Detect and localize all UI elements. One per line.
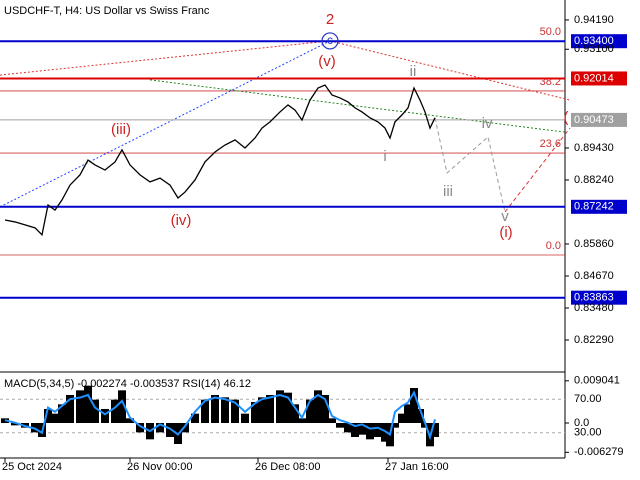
wave-label: 2: [326, 11, 334, 28]
macd-bar: [91, 399, 99, 423]
x-tick-label: 26 Nov 00:00: [127, 461, 192, 473]
macd-bar: [366, 423, 374, 440]
macd-bar: [84, 385, 92, 423]
macd-bar: [241, 413, 249, 423]
macd-bar: [298, 418, 306, 423]
wave-label: iv: [482, 115, 493, 132]
macd-bar: [44, 409, 52, 423]
macd-bar: [111, 399, 119, 423]
macd-bar: [284, 392, 292, 423]
y-tick-label: 0.0: [574, 417, 589, 429]
macd-bar: [118, 390, 126, 423]
level-label: 0.87242: [574, 201, 614, 213]
macd-bar: [66, 395, 74, 423]
indicator-title: MACD(5,34,5) -0.002274 -0.003537 RSI(14)…: [4, 378, 251, 390]
macd-bar: [398, 413, 406, 423]
trendline: [0, 40, 331, 208]
wave-label: (: [564, 109, 569, 126]
fib-label: 50.0: [540, 26, 561, 38]
wave-label: (iii): [111, 121, 131, 138]
level-box: [571, 34, 627, 49]
macd-bar: [166, 423, 174, 437]
level-label: 0.92014: [574, 72, 614, 84]
macd-bar: [231, 399, 239, 423]
wave-label: (iv): [171, 212, 192, 229]
y-tick-label: 0.009041: [574, 375, 620, 387]
chart-title: USDCHF-T, H4: US Dollar vs Swiss Franc: [4, 5, 210, 17]
wave-label: (i): [499, 224, 512, 241]
wave-label: (v): [318, 53, 336, 70]
macd-bar: [191, 413, 199, 423]
y-tick-label: 0.88240: [574, 174, 614, 186]
macd-bar: [126, 418, 134, 423]
y-tick-label: 0.94190: [574, 14, 614, 26]
trendline: [149, 79, 566, 133]
macd-bar: [391, 423, 399, 428]
macd-bar: [156, 423, 164, 433]
trendline: [434, 117, 506, 213]
y-tick-label: 0.89430: [574, 142, 614, 154]
level-box: [571, 199, 627, 214]
fib-label: 23.6: [540, 138, 561, 150]
wave-label: iii: [443, 183, 453, 200]
macd-bar: [211, 395, 219, 423]
macd-bar: [276, 390, 284, 423]
macd-bar: [404, 404, 412, 423]
macd-bar: [51, 413, 59, 423]
level-label: 0.93400: [574, 35, 614, 47]
macd-bar: [58, 404, 66, 423]
macd-bar: [291, 404, 299, 423]
level-label: 0.90473: [574, 114, 614, 126]
macd-bar: [336, 423, 344, 428]
macd-bar: [101, 409, 109, 423]
macd-bar: [431, 423, 439, 437]
macd-bar: [306, 399, 314, 423]
y-tick-label: 0.82290: [574, 334, 614, 346]
macd-bar: [410, 388, 418, 423]
level-label: 0.83863: [574, 292, 614, 304]
macd-bar: [266, 395, 274, 423]
y-tick-label: 0.83480: [574, 302, 614, 314]
y-tick-label: 0.93100: [574, 43, 614, 55]
macd-bar: [314, 390, 322, 423]
macd-bar: [358, 423, 366, 435]
y-tick-label: -0.006279: [574, 446, 624, 458]
macd-bar: [11, 423, 19, 426]
fib-label: 0.0: [546, 240, 561, 252]
macd-bar: [258, 397, 266, 423]
level-box: [571, 290, 627, 305]
macd-bar: [136, 423, 144, 433]
wave-circle: [321, 32, 339, 50]
level-box: [571, 112, 627, 127]
macd-bar: [351, 423, 359, 437]
price-line: [4, 84, 436, 237]
macd-bar: [344, 423, 352, 433]
wave-label: c: [327, 33, 333, 47]
wave-label: ii: [410, 63, 417, 80]
macd-bar: [374, 423, 382, 437]
x-tick-label: 25 Oct 2024: [2, 461, 62, 473]
level-box: [571, 71, 627, 86]
y-tick-label: 0.84670: [574, 270, 614, 282]
macd-bar: [181, 423, 189, 433]
macd-bar: [328, 418, 336, 423]
x-tick-label: 26 Dec 08:00: [255, 461, 320, 473]
y2-tick-label: 70.00: [574, 393, 602, 405]
y2-tick-label: 30.00: [574, 427, 602, 439]
trendline: [504, 127, 571, 213]
macd-bar: [321, 395, 329, 423]
wave-label: i: [383, 148, 386, 165]
macd-bar: [221, 397, 229, 423]
y-tick-label: 0.85860: [574, 238, 614, 250]
macd-bar: [76, 390, 84, 423]
trendline: [0, 40, 571, 101]
x-tick-label: 27 Jan 16:00: [385, 461, 449, 473]
macd-bar: [381, 423, 389, 442]
wave-label: v: [501, 208, 509, 225]
macd-bar: [416, 409, 424, 423]
macd-bar: [201, 399, 209, 423]
macd-bar: [251, 402, 259, 423]
rsi-line: [4, 390, 436, 441]
